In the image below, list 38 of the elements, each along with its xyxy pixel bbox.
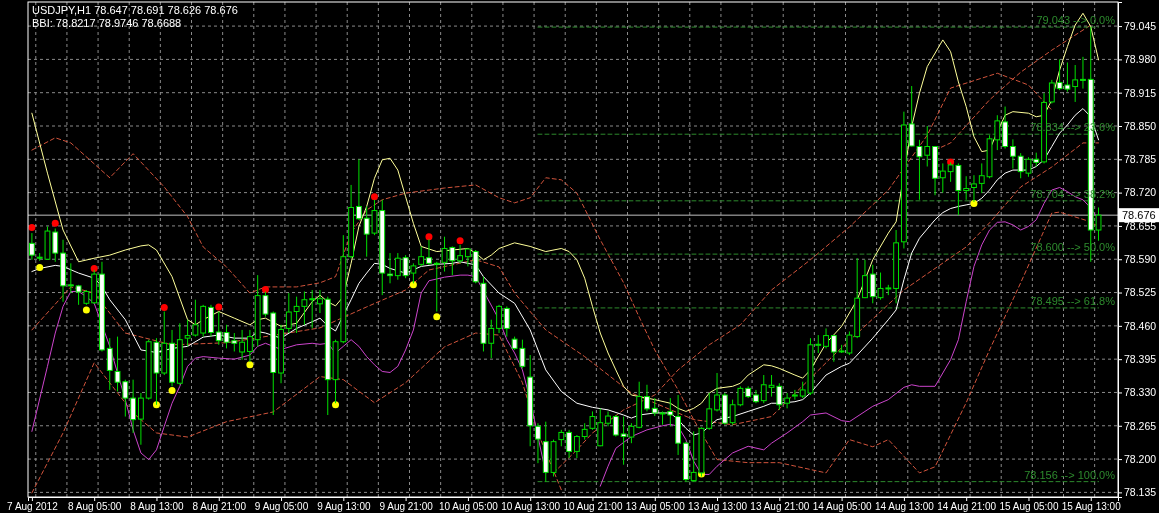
x-tick-label: 13 Aug 21:00	[750, 501, 810, 513]
x-tick-label: 9 Aug 21:00	[379, 501, 434, 513]
y-tick-label: 78.460	[1124, 319, 1157, 332]
x-tick-label: 14 Aug 05:00	[812, 501, 873, 513]
x-tick-label: 8 Aug 13:00	[130, 501, 185, 513]
y-tick-label: 78.655	[1124, 219, 1157, 232]
x-tick-label: 10 Aug 05:00	[438, 501, 499, 513]
y-tick-label: 78.330	[1124, 386, 1157, 399]
x-tick-label: 13 Aug 13:00	[688, 501, 748, 513]
ref-line-label: 78.676	[1122, 209, 1156, 222]
y-tick-label: 79.045	[1124, 19, 1157, 32]
x-tick-label: 7 Aug 2012	[7, 501, 59, 513]
y-tick-label: 78.720	[1124, 186, 1157, 199]
y-tick-label: 78.915	[1124, 86, 1157, 99]
y-tick-label: 78.200	[1124, 452, 1157, 465]
x-tick-label: 14 Aug 21:00	[937, 501, 997, 513]
x-tick-label: 15 Aug 13:00	[1061, 501, 1122, 513]
x-tick-label: 13 Aug 05:00	[625, 501, 686, 513]
x-tick-label: 9 Aug 13:00	[317, 501, 371, 513]
x-tick-label: 8 Aug 21:00	[192, 501, 247, 513]
series-label: 78.156 --> 100.0%	[1024, 468, 1116, 481]
y-tick-label: 78.850	[1124, 119, 1157, 132]
text: BBI: 78.8217 78.9746 78.6688	[32, 17, 182, 29]
series-label: 78.495 --> 61.8%	[1030, 294, 1116, 307]
y-tick-label: 78.395	[1124, 353, 1157, 366]
y-tick-label: 78.980	[1124, 53, 1157, 66]
x-tick-label: 14 Aug 13:00	[874, 501, 935, 513]
y-tick-label: 78.590	[1124, 253, 1157, 266]
x-tick-label: 10 Aug 21:00	[563, 501, 623, 513]
x-tick-label: 10 Aug 13:00	[501, 501, 561, 513]
x-tick-label: 9 Aug 05:00	[254, 501, 309, 513]
y-tick-label: 78.785	[1124, 153, 1157, 166]
y-tick-label: 78.135	[1124, 486, 1157, 499]
x-tick-label: 8 Aug 05:00	[67, 501, 122, 513]
x-tick-label: 15 Aug 05:00	[999, 501, 1059, 513]
chart-title: USDJPY,H1 78.647 78.691 78.626 78.676	[32, 4, 238, 16]
y-tick-label: 78.265	[1124, 419, 1157, 432]
y-tick-label: 78.525	[1124, 286, 1157, 299]
